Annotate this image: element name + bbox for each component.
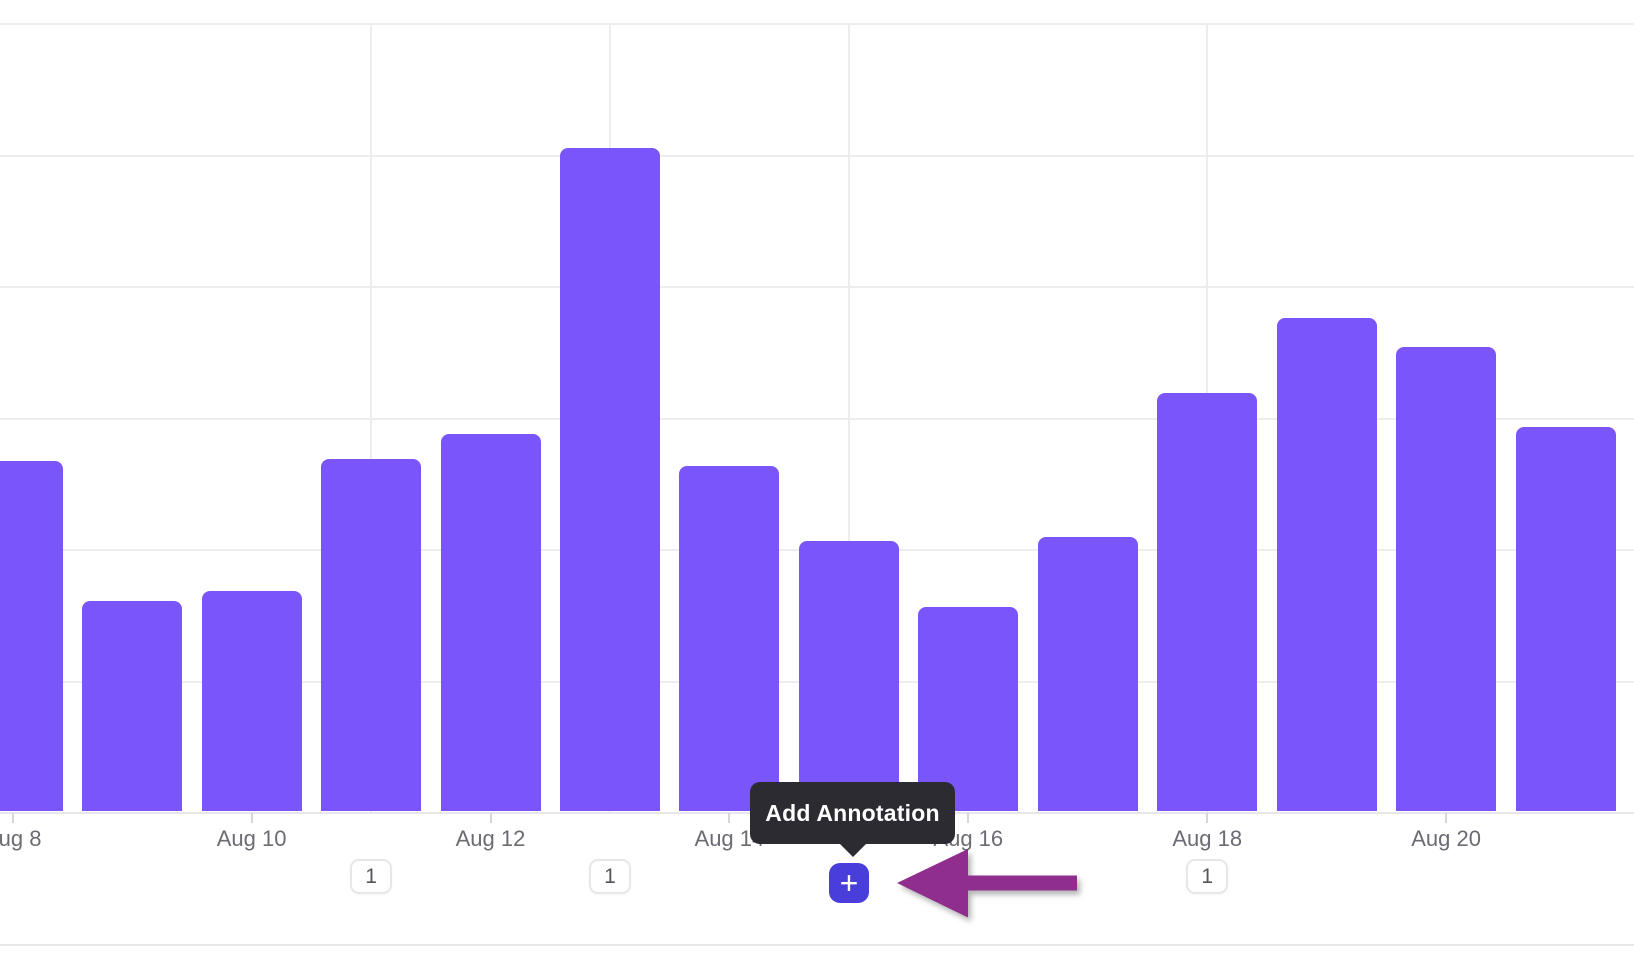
bar-aug-15[interactable] xyxy=(798,541,899,811)
bar-aug-12[interactable] xyxy=(440,433,541,811)
bottom-divider xyxy=(0,944,1634,946)
gridline xyxy=(0,154,1634,157)
x-tick-label: Aug 8 xyxy=(0,826,42,851)
annotation-badge-aug-11[interactable]: 1 xyxy=(350,859,393,894)
bar-aug-14[interactable] xyxy=(679,466,780,811)
bar-aug-17[interactable] xyxy=(1037,537,1138,811)
bar-aug-10[interactable] xyxy=(201,591,302,811)
gridline xyxy=(0,286,1634,288)
tooltip-label: Add Annotation xyxy=(765,799,940,826)
add-annotation-button[interactable]: + xyxy=(829,863,869,903)
bar-aug-21[interactable] xyxy=(1515,427,1616,811)
bar-aug-20[interactable] xyxy=(1396,346,1497,811)
x-axis-tick xyxy=(250,813,253,823)
bar-aug-18[interactable] xyxy=(1157,392,1258,811)
bar-aug-19[interactable] xyxy=(1276,317,1377,811)
bar-aug-9[interactable] xyxy=(82,600,183,811)
bar-aug-11[interactable] xyxy=(321,458,422,811)
annotation-badge-aug-18[interactable]: 1 xyxy=(1186,859,1229,894)
x-axis-tick xyxy=(11,813,14,823)
x-axis-tick xyxy=(728,813,731,823)
x-tick-label: Aug 12 xyxy=(455,826,526,851)
x-axis-tick xyxy=(967,813,970,823)
bar-aug-13[interactable] xyxy=(559,148,660,811)
add-annotation-tooltip: Add Annotation xyxy=(750,782,955,857)
x-tick-label: Aug 10 xyxy=(216,826,287,851)
bar-aug-8[interactable] xyxy=(0,461,63,811)
x-axis-tick xyxy=(1445,813,1448,823)
x-tick-label: Aug 18 xyxy=(1172,826,1243,851)
gridline xyxy=(0,23,1634,25)
tooltip-caret-icon xyxy=(837,842,868,857)
x-axis-tick xyxy=(489,813,492,823)
x-axis-tick xyxy=(1206,813,1209,823)
gridline xyxy=(0,417,1634,420)
annotation-guide-line xyxy=(847,23,850,812)
annotation-badge-aug-13[interactable]: 1 xyxy=(588,859,631,894)
annotation-guide-line xyxy=(370,23,373,812)
bar-aug-16[interactable] xyxy=(918,607,1019,811)
x-tick-label: Aug 20 xyxy=(1411,826,1481,851)
